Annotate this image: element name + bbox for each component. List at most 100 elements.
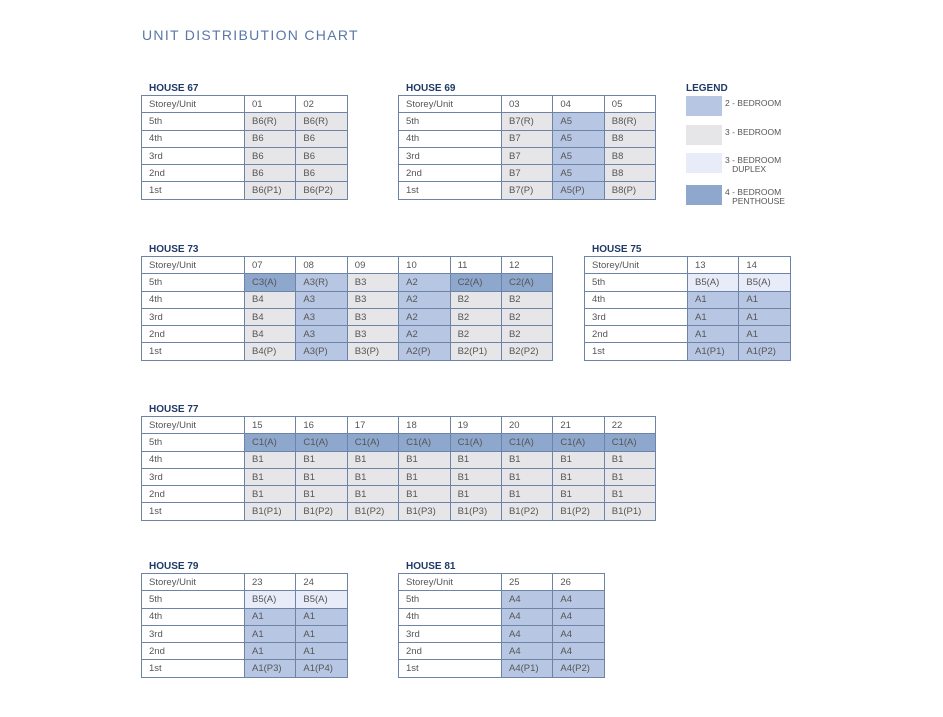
unit-table: Storey/Unit 23 24 5th B5(A) B5(A) 4th A1 A1 3rd A1…	[141, 572, 348, 678]
legend-swatch	[686, 96, 722, 116]
unit-number: 26	[552, 572, 605, 592]
unit-type-cell: C3(A)	[243, 273, 297, 292]
unit-type-cell: B1	[346, 467, 400, 487]
table-row: 3rd B6 B6	[141, 146, 348, 166]
header-label: Storey/Unit	[141, 94, 245, 114]
storey-label: 1st	[141, 502, 245, 521]
table-row: 5th B6(R) B6(R)	[141, 112, 348, 131]
house-title: HOUSE 79	[149, 561, 199, 572]
unit-type-cell: B2	[500, 307, 554, 327]
storey-label: 2nd	[584, 325, 688, 344]
storey-label: 3rd	[584, 307, 688, 327]
unit-type-cell: A1(P4)	[295, 659, 348, 678]
table-row: 1st A1(P3) A1(P4)	[141, 659, 348, 678]
table-row: 4th B6 B6	[141, 129, 348, 148]
unit-type-cell: A4	[500, 607, 554, 626]
table-row: 2nd B6 B6	[141, 164, 348, 183]
unit-type-cell: A1	[295, 624, 348, 644]
house-table-house-77: HOUSE 77 Storey/Unit 15 16 17 18 19 20 21 22 5th C1…	[141, 404, 657, 521]
unit-type-cell: B7	[500, 129, 554, 148]
unit-number: 03	[500, 94, 554, 114]
house-title: HOUSE 67	[149, 83, 199, 94]
legend-label: 3 - BEDROOM	[725, 127, 782, 137]
unit-type-cell: B6	[243, 129, 297, 148]
unit-table: Storey/Unit 15 16 17 18 19 20 21 22 5th C1(A) C1(A)…	[141, 415, 657, 521]
table-row: 4th B7 A5 B8	[398, 129, 657, 148]
house-table-house-67: HOUSE 67 Storey/Unit 01 02 5th B6(R) B6(R) 4th B…	[141, 83, 348, 200]
storey-label: 4th	[141, 290, 245, 309]
unit-type-cell: B4	[243, 325, 297, 344]
unit-table: Storey/Unit 25 26 5th A4 A4 4th A4 A4 3rd A4 A4 2nd A…	[398, 572, 605, 678]
unit-type-cell: A2	[398, 290, 451, 309]
unit-type-cell: A1	[738, 325, 791, 344]
header-row: Storey/Unit 07 08 09 10 11 12	[141, 255, 554, 275]
storey-label: 2nd	[141, 642, 245, 661]
house-title: HOUSE 77	[149, 404, 199, 415]
unit-number: 16	[295, 415, 348, 435]
unit-type-cell: B8	[603, 129, 657, 148]
unit-type-cell: B7	[500, 146, 554, 166]
unit-type-cell: A2	[398, 273, 451, 292]
storey-label: 4th	[398, 129, 502, 148]
unit-type-cell: C1(A)	[500, 433, 554, 452]
unit-number: 17	[346, 415, 400, 435]
house-table-house-75: HOUSE 75 Storey/Unit 13 14 5th B5(A) B5(A) 4th A…	[584, 244, 791, 361]
storey-label: 1st	[398, 659, 502, 678]
storey-label: 4th	[141, 450, 245, 469]
unit-type-cell: A1	[295, 642, 348, 661]
table-row: 4th A1 A1	[141, 607, 348, 626]
storey-label: 5th	[398, 590, 502, 609]
unit-number: 23	[243, 572, 297, 592]
unit-type-cell: B1	[295, 467, 348, 487]
page-title: UNIT DISTRIBUTION CHART	[142, 27, 359, 43]
unit-type-cell: B1	[243, 450, 297, 469]
unit-type-cell: A5	[552, 164, 605, 183]
unit-type-cell: B1	[346, 485, 400, 504]
legend-label: 4 - BEDROOM PENTHOUSE	[725, 187, 785, 206]
unit-type-cell: B2	[449, 307, 502, 327]
unit-type-cell: A1	[243, 624, 297, 644]
storey-label: 5th	[141, 273, 245, 292]
unit-type-cell: A1(P1)	[686, 342, 740, 361]
unit-type-cell: C2(A)	[500, 273, 554, 292]
unit-type-cell: A5(P)	[552, 181, 605, 200]
unit-number: 25	[500, 572, 554, 592]
header-row: Storey/Unit 01 02	[141, 94, 348, 114]
unit-type-cell: B1	[603, 485, 657, 504]
unit-type-cell: A1	[686, 325, 740, 344]
table-row: 2nd B1 B1 B1 B1 B1 B1 B1 B1	[141, 485, 657, 504]
unit-type-cell: A4	[500, 590, 554, 609]
unit-number: 13	[686, 255, 740, 275]
storey-label: 5th	[141, 112, 245, 131]
storey-label: 2nd	[141, 164, 245, 183]
unit-type-cell: B8(R)	[603, 112, 657, 131]
house-table-house-69: HOUSE 69 Storey/Unit 03 04 05 5th B7(R) A5 B8(R)…	[398, 83, 657, 200]
unit-number: 20	[500, 415, 554, 435]
unit-type-cell: A5	[552, 146, 605, 166]
unit-type-cell: B1(P2)	[295, 502, 348, 521]
table-row: 1st B6(P1) B6(P2)	[141, 181, 348, 200]
unit-type-cell: C1(A)	[295, 433, 348, 452]
header-label: Storey/Unit	[398, 94, 502, 114]
house-title: HOUSE 81	[406, 561, 456, 572]
unit-type-cell: A1	[295, 607, 348, 626]
unit-type-cell: B1	[552, 467, 605, 487]
unit-type-cell: B1(P3)	[449, 502, 502, 521]
unit-type-cell: B1	[500, 485, 554, 504]
storey-label: 2nd	[398, 164, 502, 183]
unit-type-cell: B8	[603, 164, 657, 183]
unit-type-cell: A1	[686, 307, 740, 327]
unit-number: 12	[500, 255, 554, 275]
unit-type-cell: B3	[346, 290, 400, 309]
unit-number: 04	[552, 94, 605, 114]
table-row: 4th A1 A1	[584, 290, 791, 309]
table-row: 3rd B1 B1 B1 B1 B1 B1 B1 B1	[141, 467, 657, 487]
storey-label: 3rd	[141, 307, 245, 327]
storey-label: 1st	[141, 342, 245, 361]
house-table-house-81: HOUSE 81 Storey/Unit 25 26 5th A4 A4 4th A4 A4 3rd…	[398, 561, 605, 678]
header-row: Storey/Unit 03 04 05	[398, 94, 657, 114]
unit-type-cell: B1(P1)	[243, 502, 297, 521]
table-row: 2nd A4 A4	[398, 642, 605, 661]
unit-number: 01	[243, 94, 297, 114]
unit-type-cell: B8(P)	[603, 181, 657, 200]
